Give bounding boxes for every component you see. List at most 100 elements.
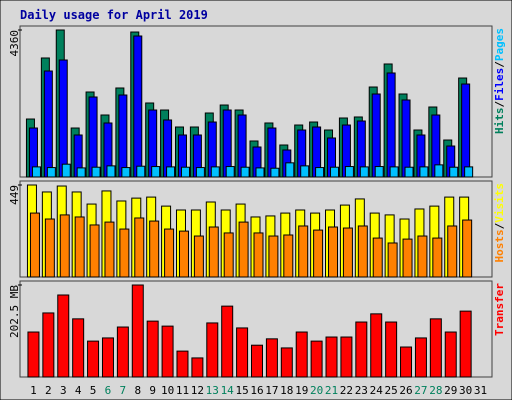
- bar: [283, 234, 294, 278]
- bar: [459, 310, 472, 378]
- x-tick-label: 23: [355, 384, 368, 397]
- bar: [417, 235, 428, 278]
- legend-entry: Hosts: [493, 229, 506, 262]
- bar: [91, 166, 101, 178]
- chart-title: Daily usage for April 2019: [20, 8, 208, 22]
- legend-entry: Transfer: [493, 283, 506, 336]
- bar: [253, 232, 264, 278]
- x-tick-label: 12: [191, 384, 204, 397]
- bar: [355, 321, 368, 378]
- x-tick-label: 25: [385, 384, 398, 397]
- bar: [223, 232, 234, 278]
- bar: [449, 166, 459, 178]
- bar: [27, 331, 40, 378]
- bar: [372, 237, 383, 278]
- bar: [461, 83, 471, 178]
- bar: [164, 228, 175, 278]
- bar: [434, 164, 444, 178]
- bar: [342, 227, 353, 278]
- bar: [325, 336, 338, 378]
- legend-entry: Pages: [493, 28, 506, 61]
- bar: [328, 226, 339, 278]
- bar: [119, 228, 130, 278]
- bar: [121, 167, 131, 178]
- x-tick-label: 19: [295, 384, 308, 397]
- legend-separator: /: [493, 222, 506, 229]
- bar: [236, 327, 249, 378]
- x-tick-label: 30: [459, 384, 472, 397]
- legend-entry: Visits: [493, 183, 506, 223]
- x-tick-label: 18: [280, 384, 293, 397]
- x-tick-label: 11: [176, 384, 189, 397]
- bar: [387, 242, 398, 278]
- bar: [136, 165, 146, 178]
- x-tick-label: 9: [149, 384, 156, 397]
- x-tick-label: 13: [206, 384, 219, 397]
- bar: [31, 166, 41, 178]
- bar: [59, 214, 70, 278]
- bar: [419, 166, 429, 178]
- bar: [462, 219, 473, 278]
- bar: [371, 93, 381, 178]
- bar: [146, 320, 159, 378]
- bar: [89, 224, 100, 278]
- bar: [88, 96, 98, 178]
- bar: [340, 336, 353, 378]
- x-tick-label: 2: [45, 384, 52, 397]
- bar: [315, 167, 325, 178]
- bar: [386, 72, 396, 178]
- bar: [87, 340, 100, 378]
- x-tick-label: 31: [474, 384, 487, 397]
- bar: [330, 166, 340, 178]
- legend: Hosts/Visits: [493, 183, 506, 263]
- bar: [191, 357, 204, 378]
- x-tick-label: 5: [90, 384, 97, 397]
- bar: [221, 305, 234, 378]
- bar: [193, 235, 204, 278]
- bar: [240, 166, 250, 178]
- legend-separator: /: [493, 61, 506, 68]
- bar: [268, 235, 279, 278]
- bar: [298, 225, 309, 278]
- x-tick-label: 26: [399, 384, 412, 397]
- bar: [414, 337, 427, 378]
- bar: [74, 216, 85, 278]
- bar: [43, 70, 53, 178]
- bar: [300, 165, 310, 178]
- bar: [295, 331, 308, 378]
- bar: [208, 226, 219, 278]
- bar: [178, 230, 189, 278]
- bar: [57, 294, 70, 378]
- bar: [255, 167, 265, 178]
- bar: [270, 167, 280, 178]
- bar: [101, 337, 114, 378]
- bar: [400, 346, 413, 378]
- bar: [76, 167, 86, 178]
- bar: [206, 322, 219, 378]
- legend-entry: Hits: [493, 108, 506, 135]
- y-tick-label: 449: [8, 185, 21, 205]
- bar: [402, 238, 413, 278]
- bar: [104, 221, 115, 278]
- bar: [285, 162, 295, 178]
- bar: [385, 321, 398, 378]
- bar: [429, 318, 442, 378]
- bar: [432, 237, 443, 278]
- legend: Transfer: [493, 283, 506, 336]
- x-tick-label: 1: [30, 384, 37, 397]
- x-tick-label: 29: [444, 384, 457, 397]
- bar: [46, 167, 56, 178]
- y-tick-label: 4360: [8, 30, 21, 57]
- bar: [29, 212, 40, 278]
- x-tick-label: 4: [75, 384, 82, 397]
- bar: [106, 165, 116, 178]
- legend-separator: /: [493, 101, 506, 108]
- bar: [151, 166, 161, 178]
- legend-entry: Files: [493, 68, 506, 101]
- x-tick-label: 28: [429, 384, 442, 397]
- bar: [464, 166, 474, 178]
- x-tick-label: 7: [120, 384, 127, 397]
- bar: [238, 221, 249, 278]
- bar: [133, 35, 143, 178]
